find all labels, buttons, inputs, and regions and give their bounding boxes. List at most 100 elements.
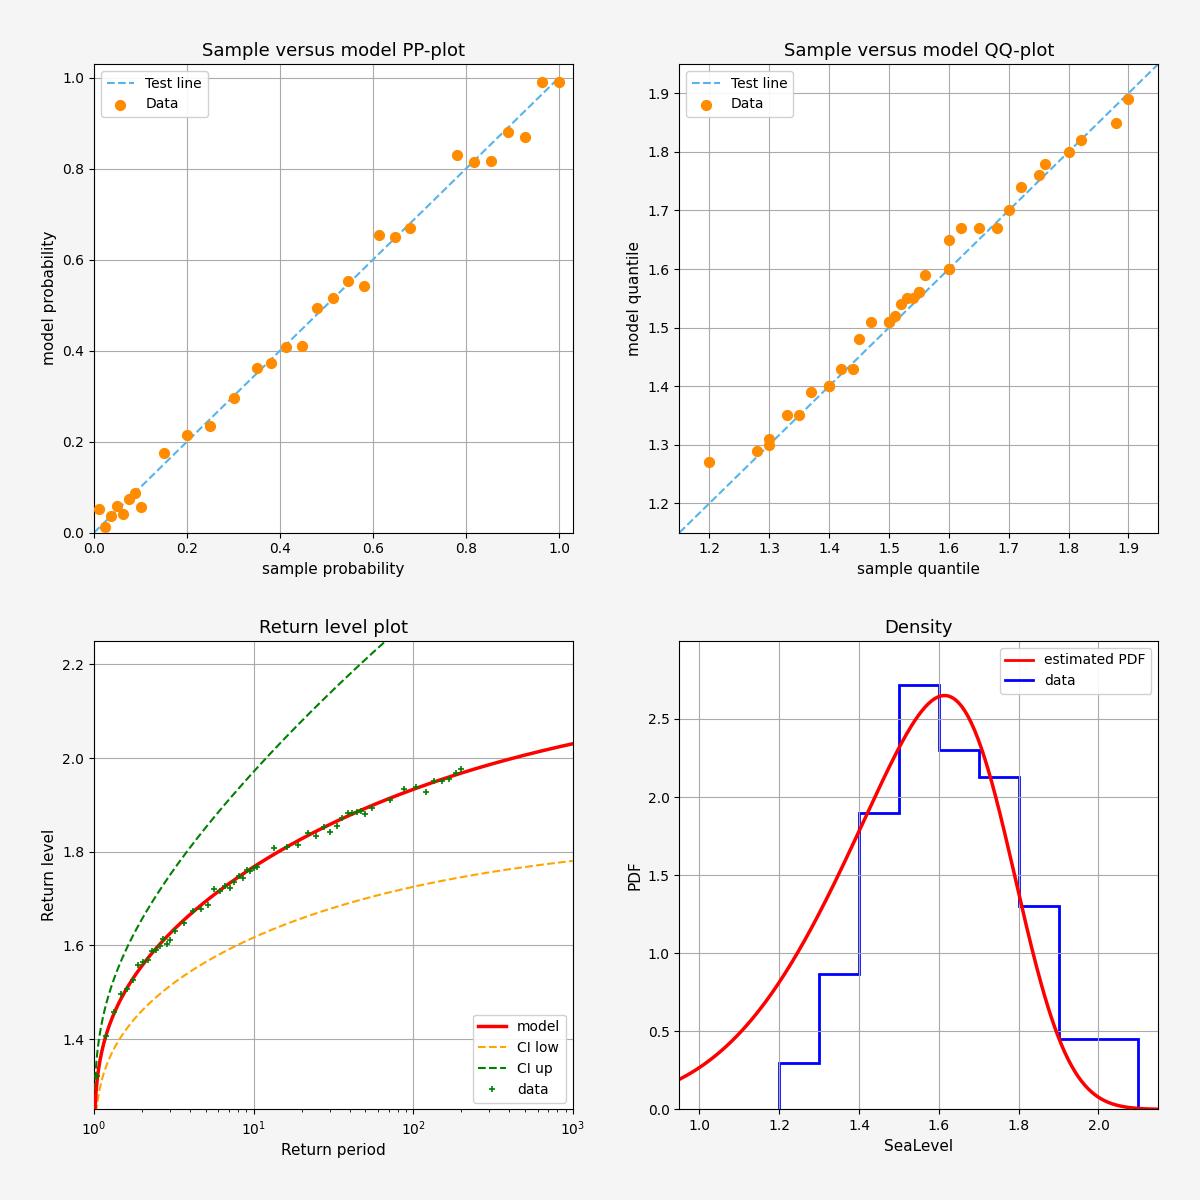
Data (790, 406, 809, 425)
Data (338, 271, 358, 290)
Data (904, 289, 923, 308)
estimated PDF (1094, 1092, 1109, 1106)
Data (107, 497, 126, 516)
Data (880, 312, 899, 331)
Legend: model, CI low, CI up, data: model, CI low, CI up, data (473, 1014, 566, 1103)
Data (748, 440, 767, 460)
Data (1000, 200, 1019, 220)
Data (778, 406, 797, 425)
data (206, 882, 221, 896)
Data (401, 218, 420, 238)
Data (1036, 154, 1055, 173)
Data (448, 145, 467, 164)
X-axis label: Return period: Return period (281, 1144, 386, 1158)
Data (880, 312, 899, 331)
estimated PDF (979, 757, 994, 772)
CI low (346, 895, 360, 910)
Data (464, 152, 484, 172)
Data (292, 336, 311, 355)
data (449, 766, 463, 780)
model (372, 796, 386, 810)
CI low (565, 853, 580, 868)
Data (323, 288, 342, 307)
Data (970, 218, 989, 238)
data (160, 936, 174, 950)
Data (385, 227, 404, 246)
Title: Sample versus model PP-plot: Sample versus model PP-plot (202, 42, 466, 60)
Line: CI low: CI low (94, 860, 572, 1200)
CI low (479, 865, 493, 880)
Legend: estimated PDF, data: estimated PDF, data (1000, 648, 1151, 694)
Data (940, 259, 959, 278)
Data (1030, 166, 1049, 185)
Data (1118, 90, 1138, 109)
CI up (554, 491, 569, 505)
CI up (372, 640, 386, 654)
Data (1070, 131, 1090, 150)
Y-axis label: Return level: Return level (42, 829, 56, 922)
Data (1106, 113, 1126, 132)
Data (95, 518, 114, 538)
Data (952, 218, 971, 238)
CI up (317, 691, 331, 706)
Data (155, 443, 174, 462)
estimated PDF (1171, 1103, 1186, 1117)
Data (113, 504, 132, 523)
CI low (314, 905, 329, 919)
Title: Return level plot: Return level plot (259, 618, 408, 636)
estimated PDF (971, 732, 985, 746)
Title: Sample versus model QQ-plot: Sample versus model QQ-plot (784, 42, 1054, 60)
Y-axis label: PDF: PDF (628, 860, 642, 890)
Data (370, 226, 389, 245)
Data (820, 377, 839, 396)
CI low (372, 888, 386, 902)
Data (131, 498, 150, 517)
Data (307, 299, 326, 318)
Data (898, 289, 917, 308)
estimated PDF (1126, 1100, 1140, 1115)
Data (119, 490, 138, 509)
model (479, 758, 493, 773)
Data (1012, 178, 1031, 197)
Data (247, 358, 266, 377)
Data (262, 353, 281, 372)
model (346, 806, 360, 821)
estimated PDF (970, 727, 984, 742)
model (317, 820, 331, 834)
Data (760, 430, 779, 449)
Data (700, 452, 719, 472)
data (131, 958, 145, 972)
Data (916, 265, 935, 284)
data (149, 943, 163, 958)
Line: model: model (94, 744, 572, 1200)
Data (832, 359, 851, 378)
Legend: Test line, Data: Test line, Data (686, 71, 793, 116)
CI up (565, 482, 580, 497)
model (554, 739, 569, 754)
Data (481, 151, 500, 170)
Data (1058, 143, 1078, 162)
Data (844, 359, 863, 378)
estimated PDF (937, 689, 952, 703)
Line: CI up: CI up (94, 490, 572, 1200)
Data (862, 312, 881, 331)
estimated PDF (672, 1072, 686, 1086)
X-axis label: SeaLevel: SeaLevel (884, 1139, 954, 1153)
Data (224, 389, 244, 408)
CI low (554, 856, 569, 870)
Data (802, 383, 821, 402)
Data (886, 306, 905, 325)
Data (200, 416, 220, 436)
Data (988, 218, 1007, 238)
Data (760, 436, 779, 455)
Data (178, 425, 197, 444)
Y-axis label: model quantile: model quantile (628, 241, 642, 355)
data (454, 762, 468, 776)
Data (498, 122, 517, 142)
X-axis label: sample probability: sample probability (263, 562, 404, 577)
CI low (317, 904, 331, 918)
Data (550, 73, 569, 92)
CI up (346, 664, 360, 678)
Title: Density: Density (884, 618, 953, 636)
Data (910, 283, 929, 302)
